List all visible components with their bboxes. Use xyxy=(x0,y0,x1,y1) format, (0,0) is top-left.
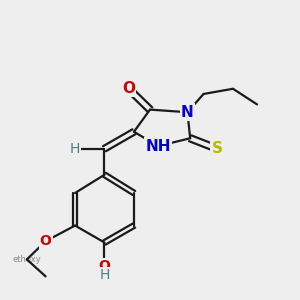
Text: O: O xyxy=(122,81,135,96)
Text: H: H xyxy=(99,269,110,284)
Text: NH: NH xyxy=(145,139,171,154)
Text: H: H xyxy=(70,142,80,156)
Text: H: H xyxy=(99,268,110,282)
Text: S: S xyxy=(212,141,222,156)
Text: N: N xyxy=(181,105,194,120)
Text: ethoxy: ethoxy xyxy=(13,255,41,264)
Text: O: O xyxy=(99,259,110,273)
Text: O: O xyxy=(40,234,52,248)
